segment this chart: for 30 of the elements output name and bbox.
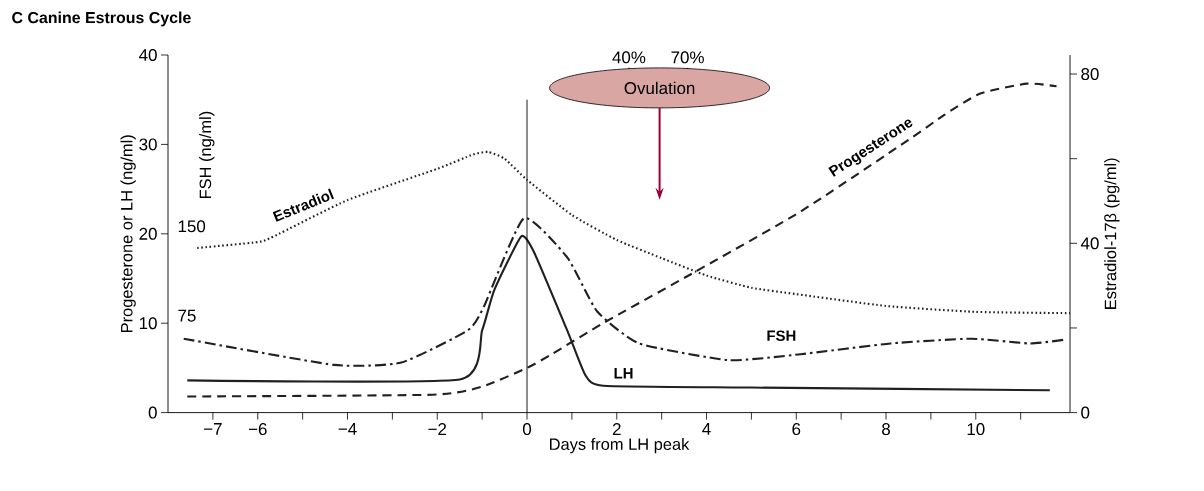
y2-axis-title: Estradiol-17β (pg/ml): [1104, 158, 1120, 309]
y3-tick-label: 75: [178, 309, 196, 322]
x-tick-label: −4: [338, 423, 357, 435]
x-tick-label: −7: [204, 423, 222, 435]
y2-tick-label: 40: [1080, 237, 1099, 250]
annotation: Ovulation: [624, 81, 695, 95]
x-tick-label: 4: [702, 423, 711, 435]
y-tick-label: 10: [139, 317, 157, 330]
y-tick-label: 40: [139, 49, 157, 61]
x-tick-label: 2: [612, 423, 621, 435]
y2-tick-label: 80: [1081, 68, 1099, 81]
annotation: 70%: [671, 51, 704, 64]
x-tick-label: −6: [248, 423, 267, 436]
x-tick-label: 6: [792, 423, 801, 436]
y-axis-title: Progesterone or LH (ng/ml): [120, 135, 136, 333]
chart-title: C Canine Estrous Cycle: [12, 11, 191, 27]
y-tick-label: 0: [148, 406, 157, 419]
x-tick-label: 10: [967, 423, 985, 436]
y-tick-label: 20: [139, 227, 157, 240]
y3-axis-title: FSH (ng/ml): [199, 111, 215, 199]
y-tick-label: 30: [139, 138, 157, 151]
x-axis-title: Days from LH peak: [550, 437, 690, 454]
x-tick-label: 8: [882, 423, 890, 436]
y3-tick-label: 150: [178, 220, 206, 233]
annotation: 40%: [612, 51, 646, 64]
x-tick-label: 0: [522, 423, 532, 436]
x-tick-label: −2: [428, 423, 447, 435]
series-label: LH: [614, 368, 633, 379]
y2-tick-label: 0: [1081, 406, 1090, 419]
series-label: FSH: [767, 330, 796, 341]
